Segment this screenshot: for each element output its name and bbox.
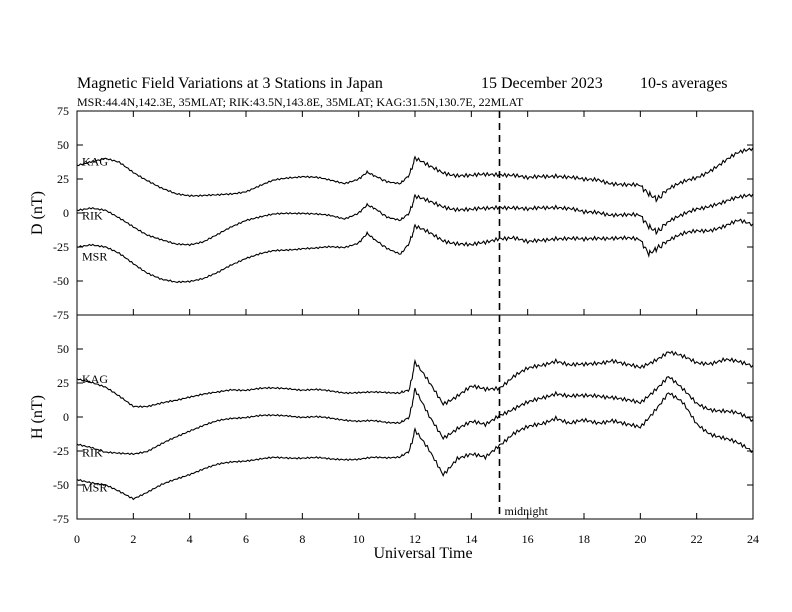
h-series-label-rik: RIK bbox=[82, 445, 103, 459]
x-tick-label: 24 bbox=[747, 532, 759, 546]
d-ytick-label: -75 bbox=[53, 308, 69, 322]
d-ytick-label: 50 bbox=[57, 138, 69, 152]
d-series-label-rik: RIK bbox=[82, 209, 103, 223]
h-ytick-label: -25 bbox=[53, 444, 69, 458]
chart-title: Magnetic Field Variations at 3 Stations … bbox=[77, 75, 383, 92]
x-tick-label: 22 bbox=[691, 532, 703, 546]
d-panel-frame bbox=[76, 110, 754, 316]
h-series: KAG RIK MSR bbox=[76, 350, 754, 501]
midnight-label: midnight bbox=[505, 504, 549, 518]
d-series: KAG RIK MSR bbox=[76, 147, 754, 284]
d-series-msr bbox=[76, 218, 754, 284]
x-tick-label: 4 bbox=[187, 532, 193, 546]
h-ytick-label: 0 bbox=[63, 410, 69, 424]
h-ytick-label: 50 bbox=[57, 342, 69, 356]
x-tick-label: 0 bbox=[74, 532, 80, 546]
h-y-ticks: 50 25 0 -25 -50 -75 bbox=[53, 342, 753, 526]
h-series-label-msr: MSR bbox=[82, 481, 107, 495]
d-ytick-label: 75 bbox=[57, 104, 69, 118]
x-tick-label: 12 bbox=[409, 532, 421, 546]
x-tick-label: 14 bbox=[465, 532, 477, 546]
x-tick-label: 10 bbox=[353, 532, 365, 546]
h-ytick-label: -50 bbox=[53, 478, 69, 492]
chart-date: 15 December 2023 bbox=[481, 75, 603, 92]
d-ytick-label: -50 bbox=[53, 274, 69, 288]
x-axis-ticks: 0 2 4 6 8 10 12 14 16 18 20 22 24 bbox=[74, 111, 759, 546]
x-tick-label: 20 bbox=[634, 532, 646, 546]
d-panel: 75 50 25 0 -25 -50 -75 KAG RIK MSR D (nT) bbox=[29, 104, 754, 322]
d-ytick-label: 0 bbox=[63, 206, 69, 220]
h-series-kag bbox=[76, 350, 754, 408]
x-tick-label: 18 bbox=[578, 532, 590, 546]
h-series-label-kag: KAG bbox=[82, 372, 108, 386]
station-info: MSR:44.4N,142.3E, 35MLAT; RIK:43.5N,143.… bbox=[77, 95, 524, 109]
h-axis-label: H (nT) bbox=[29, 395, 46, 439]
x-tick-label: 16 bbox=[522, 532, 534, 546]
d-ytick-label: 25 bbox=[57, 172, 69, 186]
x-tick-label: 8 bbox=[299, 532, 305, 546]
h-panel-frame bbox=[76, 314, 754, 520]
h-series-msr bbox=[76, 392, 754, 501]
d-y-ticks: 75 50 25 0 -25 -50 -75 bbox=[53, 104, 753, 322]
h-series-rik bbox=[76, 375, 754, 456]
d-axis-label: D (nT) bbox=[29, 191, 46, 235]
x-tick-label: 6 bbox=[243, 532, 249, 546]
x-tick-label: 2 bbox=[130, 532, 136, 546]
h-ytick-label: -75 bbox=[53, 512, 69, 526]
d-series-kag bbox=[76, 147, 754, 203]
chart-averaging: 10-s averages bbox=[640, 75, 728, 92]
d-series-label-kag: KAG bbox=[82, 154, 108, 168]
d-series-label-msr: MSR bbox=[82, 250, 107, 264]
h-ytick-label: 25 bbox=[57, 376, 69, 390]
h-panel: 50 25 0 -25 -50 -75 KAG RIK MSR H (nT) bbox=[29, 314, 754, 526]
d-series-rik bbox=[76, 193, 754, 247]
d-ytick-label: -25 bbox=[53, 240, 69, 254]
x-axis-label: Universal Time bbox=[373, 545, 472, 562]
